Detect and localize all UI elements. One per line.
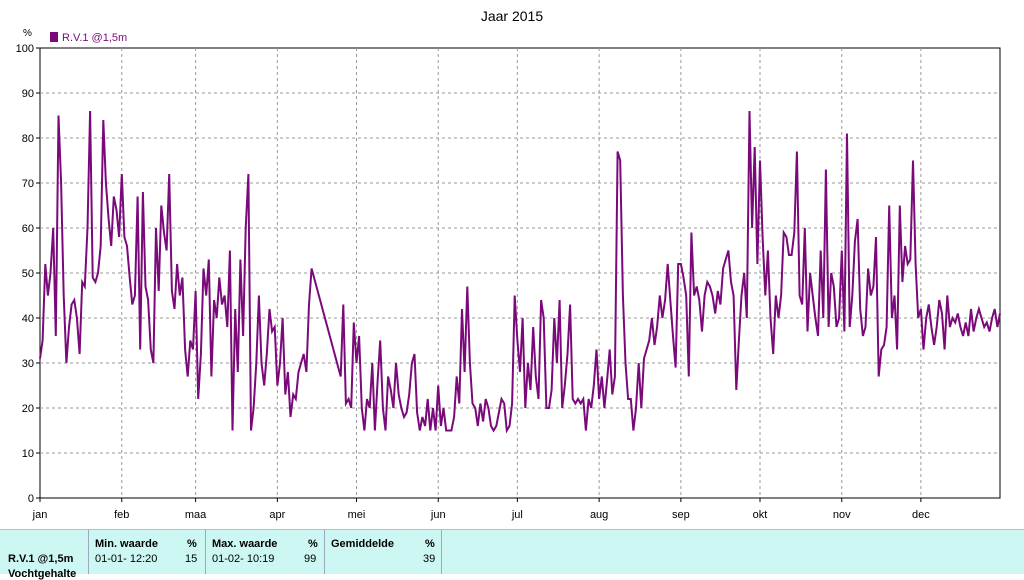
stats-min-label: Min. waarde: [95, 538, 158, 550]
y-tick-label: 80: [22, 133, 34, 145]
stats-max-value: 99: [304, 553, 317, 565]
x-tick-label: aug: [590, 509, 608, 521]
stats-max-cell: Max. waarde % 01-02- 10:19 99: [206, 530, 325, 574]
x-tick-label: mei: [348, 509, 366, 521]
stats-series-name-extra: Vochtgehalte: [8, 568, 77, 580]
y-tick-label: 50: [22, 268, 34, 280]
stats-min-unit: %: [187, 538, 197, 550]
stats-min-time: 01-01- 12:20: [95, 553, 158, 565]
stats-series-cell: R.V.1 @1,5m Vochtgehalte: [0, 530, 89, 580]
x-tick-label: dec: [912, 509, 930, 521]
x-tick-label: sep: [672, 509, 690, 521]
y-tick-label: 30: [22, 358, 34, 370]
x-tick-label: okt: [753, 509, 768, 521]
x-tick-label: jan: [32, 509, 48, 521]
x-tick-label: jun: [430, 509, 446, 521]
y-tick-label: 10: [22, 448, 34, 460]
x-tick-label: nov: [833, 509, 851, 521]
stats-avg-unit: %: [425, 538, 435, 550]
legend-label: R.V.1 @1,5m: [62, 32, 127, 44]
stats-min-value: 15: [185, 553, 198, 565]
y-tick-labels: 0 10 20 30 40 50 60 70 80 90 100: [16, 43, 40, 505]
y-tick-label: 100: [16, 43, 34, 55]
statistics-panel: R.V.1 @1,5m Vochtgehalte Min. waarde % 0…: [0, 529, 1024, 580]
grid-lines: [40, 48, 1000, 498]
stats-max-time: 01-02- 10:19: [212, 553, 275, 565]
stats-series-name: R.V.1 @1,5m: [8, 553, 74, 565]
legend-swatch: [50, 32, 58, 42]
stats-min-cell: Min. waarde % 01-01- 12:20 15: [89, 530, 206, 574]
x-tick-label: jul: [511, 509, 523, 521]
line-chart: Jaar 2015 % R.V.1 @1,5m 0 10 20 30 40 50 60 70 8…: [16, 8, 1001, 521]
x-tick-label: maa: [185, 509, 207, 521]
y-tick-label: 60: [22, 223, 34, 235]
x-tick-labels: jan feb maa apr mei jun jul aug sep okt nov dec: [32, 498, 930, 521]
stats-avg-label: Gemiddelde: [331, 538, 394, 550]
y-tick-label: 40: [22, 313, 34, 325]
y-tick-label: 90: [22, 88, 34, 100]
stats-max-label: Max. waarde: [212, 538, 278, 550]
y-tick-label: 20: [22, 403, 34, 415]
x-tick-label: apr: [269, 509, 285, 521]
x-tick-label: feb: [114, 509, 129, 521]
stats-max-unit: %: [308, 538, 318, 550]
y-tick-label: 70: [22, 178, 34, 190]
series-line-rv1: [39, 110, 1001, 434]
stats-avg-cell: Gemiddelde % 39: [325, 530, 442, 574]
y-axis-unit-label: %: [23, 28, 32, 39]
chart-title: Jaar 2015: [481, 8, 543, 24]
stats-avg-value: 39: [423, 553, 436, 565]
y-tick-label: 0: [28, 493, 34, 505]
